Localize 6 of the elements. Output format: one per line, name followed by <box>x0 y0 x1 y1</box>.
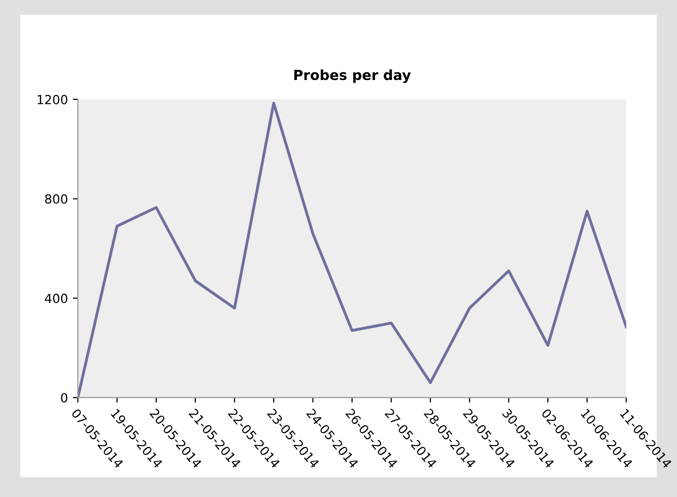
y-tick-label: 0 <box>61 393 68 403</box>
line-series <box>78 102 626 398</box>
chart-title: Probes per day <box>294 69 411 83</box>
y-tick-label: 1200 <box>38 94 68 104</box>
y-tick-label: 800 <box>45 194 68 204</box>
y-tick-label: 400 <box>44 294 68 304</box>
